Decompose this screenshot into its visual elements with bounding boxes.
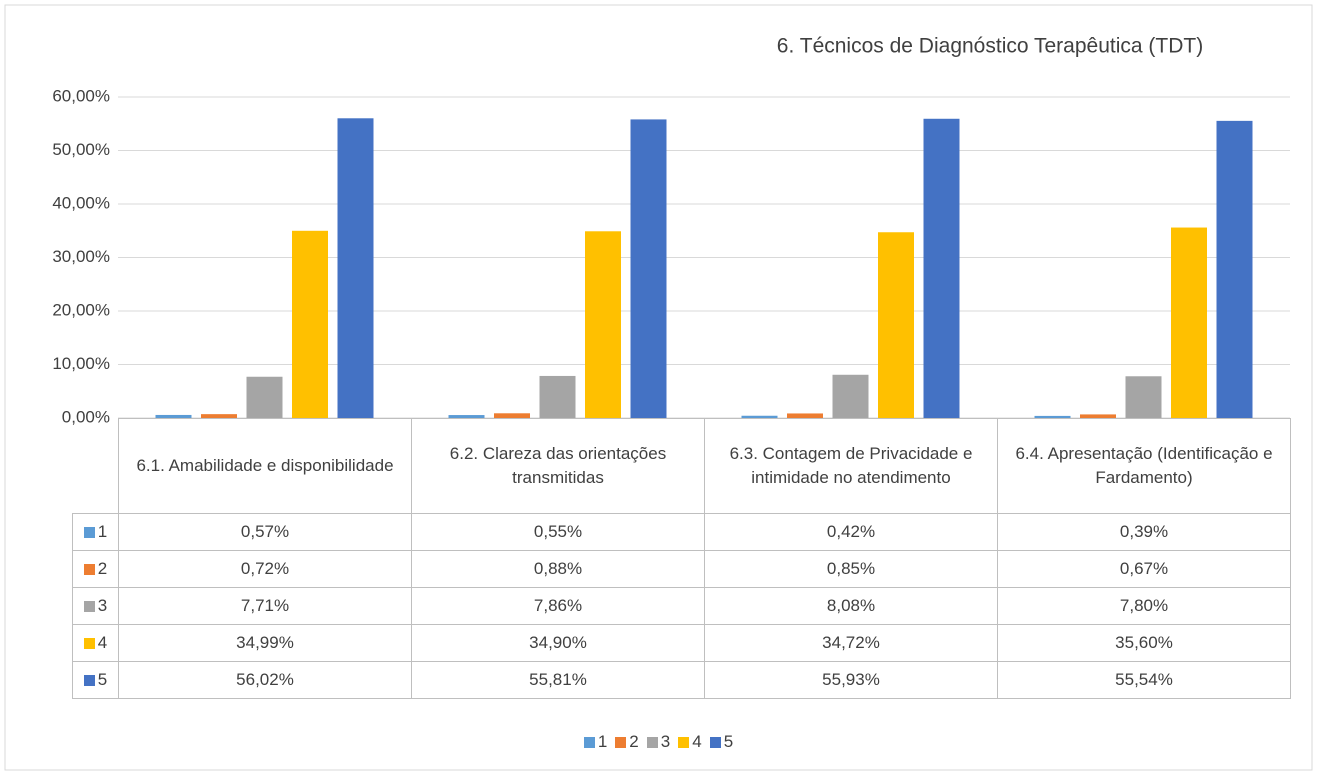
bar <box>832 374 869 418</box>
y-tick-label: 20,00% <box>52 300 110 319</box>
table-value: 55,81% <box>411 661 705 699</box>
bar <box>630 119 667 418</box>
bar <box>292 230 328 418</box>
legend-swatch <box>709 736 721 748</box>
y-tick-label: 0,00% <box>62 407 110 426</box>
bar <box>1125 376 1162 418</box>
table-legend-key: 4 <box>72 624 119 662</box>
legend-item: 2 <box>615 732 639 752</box>
table-value: 34,72% <box>704 624 998 662</box>
legend-item: 1 <box>583 732 608 752</box>
legend-swatch <box>83 600 95 612</box>
bar <box>878 232 914 418</box>
bar <box>741 415 778 418</box>
y-tick-label: 60,00% <box>52 86 110 105</box>
y-tick-label: 40,00% <box>52 193 110 212</box>
bar <box>539 375 576 418</box>
bar <box>787 413 823 418</box>
table-value: 0,72% <box>118 550 412 588</box>
legend-label: 2 <box>97 559 108 578</box>
legend-item: 4 <box>678 732 702 752</box>
bar <box>155 414 192 418</box>
table-legend-key: 5 <box>72 661 119 699</box>
legend-label: 3 <box>97 596 108 615</box>
legend-swatch <box>83 637 95 649</box>
table-value: 34,90% <box>411 624 705 662</box>
table-value: 34,99% <box>118 624 412 662</box>
legend-label: 4 <box>97 633 108 652</box>
table-category: 6.1. Amabilidade e disponibilidade <box>118 418 412 514</box>
table-value: 0,39% <box>997 513 1291 551</box>
frame <box>4 4 1313 771</box>
legend-swatch <box>83 563 95 575</box>
table-value: 0,67% <box>997 550 1291 588</box>
legend-swatch <box>583 736 595 748</box>
bar <box>585 231 621 418</box>
bar <box>923 118 960 418</box>
bar <box>1171 227 1207 418</box>
bar <box>1080 414 1116 418</box>
legend-swatch <box>615 736 627 748</box>
table-value: 55,54% <box>997 661 1291 699</box>
table-value: 56,02% <box>118 661 412 699</box>
y-tick-label: 50,00% <box>52 140 110 159</box>
legend-label: 2 <box>629 732 639 751</box>
table-legend-key: 2 <box>72 550 119 588</box>
bar <box>1034 415 1071 418</box>
y-tick-label: 10,00% <box>52 354 110 373</box>
chart-title: 6. Técnicos de Diagnóstico Terapêutica (… <box>777 35 1203 58</box>
bar <box>201 414 237 418</box>
table-category: 6.4. Apresentação (Identificação e Farda… <box>997 418 1291 514</box>
legend-label: 5 <box>97 670 108 689</box>
legend-label: 1 <box>97 522 108 541</box>
table-category: 6.3. Contagem de Privacidade e intimidad… <box>704 418 998 514</box>
table-value: 8,08% <box>704 587 998 625</box>
table-category: 6.2. Clareza das orientações transmitida… <box>411 418 705 514</box>
table-legend-key: 3 <box>72 587 119 625</box>
legend-swatch <box>646 736 658 748</box>
table-value: 35,60% <box>997 624 1291 662</box>
table-legend-key: 1 <box>72 513 119 551</box>
bar <box>494 413 530 418</box>
table-value: 0,42% <box>704 513 998 551</box>
table-value: 7,71% <box>118 587 412 625</box>
legend-label: 4 <box>692 732 702 751</box>
table-value: 7,86% <box>411 587 705 625</box>
legend-label: 1 <box>597 732 608 751</box>
table-value: 55,93% <box>704 661 998 699</box>
table-value: 7,80% <box>997 587 1291 625</box>
bar <box>337 118 374 418</box>
bar <box>246 376 283 418</box>
legend: 1 2 3 4 5 <box>0 732 1317 752</box>
legend-swatch <box>678 736 690 748</box>
y-tick-label: 30,00% <box>52 247 110 266</box>
legend-label: 3 <box>660 732 671 751</box>
bar <box>1216 120 1253 419</box>
legend-item: 3 <box>646 732 671 752</box>
legend-item: 5 <box>709 732 734 752</box>
table-value: 0,85% <box>704 550 998 588</box>
bar <box>448 415 485 418</box>
legend-swatch <box>83 674 95 686</box>
table-value: 0,88% <box>411 550 705 588</box>
legend-swatch <box>83 526 95 538</box>
table-value: 0,55% <box>411 513 705 551</box>
legend-label: 5 <box>723 732 734 751</box>
table-value: 0,57% <box>118 513 412 551</box>
